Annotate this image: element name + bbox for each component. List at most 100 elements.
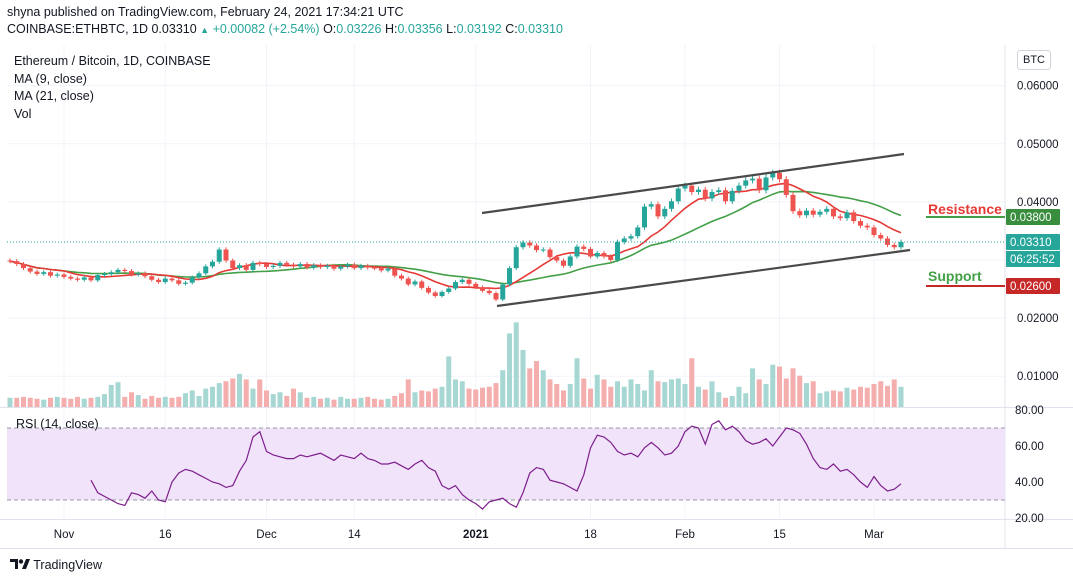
candle-body: [122, 269, 128, 272]
candle-body: [405, 278, 411, 285]
candle-body: [588, 248, 593, 257]
volume-bar: [628, 379, 634, 407]
candle-body: [54, 274, 60, 276]
candle-body: [230, 260, 236, 269]
tradingview-logo[interactable]: TradingView: [10, 558, 102, 572]
volume-bar: [81, 398, 87, 407]
price-change: +0.00082 (+2.54%): [212, 22, 320, 36]
price-tick-label: 0.02000: [1017, 313, 1059, 325]
symbol: COINBASE:ETHBTC, 1D: [7, 22, 148, 36]
volume-bar: [68, 398, 74, 407]
legend-title: Ethereum / Bitcoin, 1D, COINBASE: [14, 54, 211, 68]
volume-bar: [480, 387, 485, 407]
volume-bar: [891, 379, 897, 407]
volume-bar: [797, 375, 803, 407]
support-label: Support: [928, 268, 982, 284]
chart-legend: Ethereum / Bitcoin, 1D, COINBASE MA (9, …: [14, 53, 211, 123]
candle-body: [142, 273, 148, 277]
volume-bar: [601, 379, 607, 407]
candle-body: [709, 192, 715, 199]
candle-body: [662, 208, 668, 217]
volume-bar: [115, 382, 121, 407]
volume-bar: [493, 383, 499, 407]
volume-bar: [196, 395, 202, 407]
legend-ma9[interactable]: MA (9, close): [14, 71, 87, 86]
volume-bar: [41, 399, 47, 407]
volume-bar: [48, 397, 53, 407]
volume-bar: [588, 388, 593, 407]
candle-body: [648, 204, 654, 207]
candle-body: [837, 216, 843, 219]
high-label: H:: [384, 22, 398, 36]
candle-body: [770, 172, 776, 178]
volume-bar: [453, 379, 458, 407]
candle-body: [486, 290, 492, 294]
candle-body: [41, 272, 47, 274]
candle-body: [129, 271, 134, 275]
candle-body: [581, 246, 587, 249]
volume-bar: [844, 387, 850, 407]
volume-bar: [223, 381, 229, 407]
volume-bar: [156, 397, 161, 407]
candle-body: [885, 238, 890, 245]
currency-button[interactable]: BTC: [1017, 50, 1051, 70]
candle-body: [446, 288, 452, 292]
rsi-legend-label: RSI (14, close): [16, 417, 99, 431]
volume-bar: [608, 386, 614, 407]
candle-body: [432, 292, 438, 297]
candle-body: [507, 268, 512, 285]
symbol-quote-line: COINBASE:ETHBTC, 1D 0.03310 ▲ +0.00082 (…: [7, 22, 563, 36]
candle-body: [898, 241, 904, 248]
candle-body: [878, 235, 884, 239]
candle-body: [635, 227, 641, 237]
volume-bar: [513, 322, 519, 407]
legend-ma21[interactable]: MA (21, close): [14, 89, 94, 103]
candle-body: [284, 262, 290, 265]
volume-bar: [169, 397, 175, 407]
candle-body: [223, 249, 229, 261]
candle-body: [824, 208, 830, 212]
volume-bar: [790, 368, 796, 407]
volume-bar: [864, 387, 870, 407]
candle-body: [108, 272, 114, 274]
volume-bar: [230, 378, 236, 407]
candle-body: [797, 211, 803, 216]
volume-bar: [540, 370, 546, 407]
volume-bar: [642, 390, 647, 407]
volume-bar: [669, 379, 674, 407]
candle-body: [567, 256, 573, 266]
candle-body: [817, 211, 823, 215]
volume-bar: [581, 378, 587, 407]
volume-bar: [412, 392, 418, 407]
candle-body: [291, 264, 296, 267]
lower-channel-line: [496, 248, 911, 308]
candle-body: [594, 253, 600, 257]
candle-body: [237, 265, 242, 269]
volume-bar: [520, 349, 526, 407]
volume-bar: [527, 368, 533, 407]
volume-bar: [54, 396, 60, 407]
volume-bar: [7, 397, 13, 407]
volume-bar: [331, 399, 337, 407]
volume-bar: [689, 358, 695, 407]
support-price-badge-bg: [1006, 278, 1060, 294]
volume-bar: [183, 393, 188, 407]
volume-bar: [122, 396, 128, 407]
legend-volume[interactable]: Vol: [14, 106, 32, 121]
volume-bar: [203, 388, 209, 407]
candle-body: [270, 265, 276, 267]
candle-body: [439, 291, 445, 297]
candle-body: [318, 265, 323, 267]
volume-bar: [162, 396, 168, 407]
candle-body: [574, 246, 580, 257]
candle-body: [277, 262, 283, 266]
candle-body: [561, 260, 566, 266]
candle-body: [480, 287, 485, 291]
volume-bar: [426, 391, 431, 407]
volume-bar: [385, 398, 391, 407]
high-value: 0.03356: [397, 22, 443, 36]
candle-body: [466, 279, 472, 284]
candle-body: [513, 247, 519, 269]
volume-bar: [635, 384, 641, 407]
